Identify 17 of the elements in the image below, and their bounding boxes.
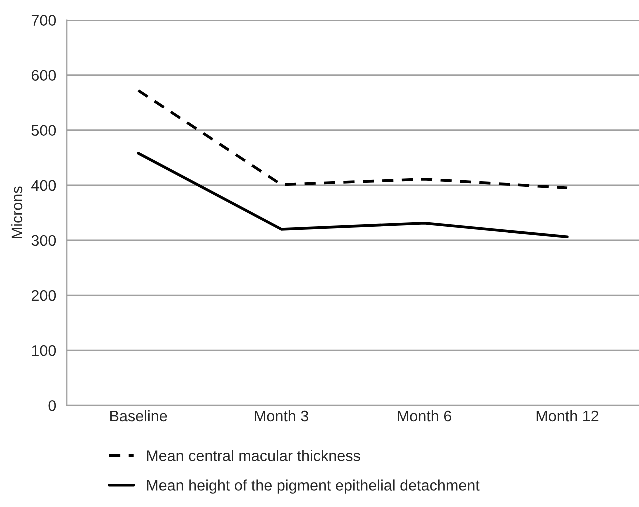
line-series	[137, 89, 569, 190]
y-axis-title: Microns	[11, 186, 23, 238]
y-tick-label: 0	[48, 400, 56, 412]
x-tick-label: Month 12	[536, 410, 599, 422]
legend-label: Mean central macular thickness	[147, 450, 360, 462]
y-tick-label: 500	[32, 125, 56, 136]
x-tick-label: Month 3	[255, 410, 308, 422]
x-tick-label: Month 6	[398, 410, 452, 422]
legend-label: Mean height of the pigment epithelial detachment	[147, 480, 480, 494]
y-tick-label: 300	[32, 235, 56, 246]
y-tick-label: 200	[32, 290, 56, 302]
y-tick-label: 600	[32, 70, 56, 82]
y-tick-label: 100	[32, 345, 56, 356]
line-series	[137, 152, 569, 239]
x-tick-label: Baseline	[110, 410, 168, 422]
y-tick-label: 400	[32, 180, 56, 192]
y-tick-label: 700	[32, 15, 56, 26]
